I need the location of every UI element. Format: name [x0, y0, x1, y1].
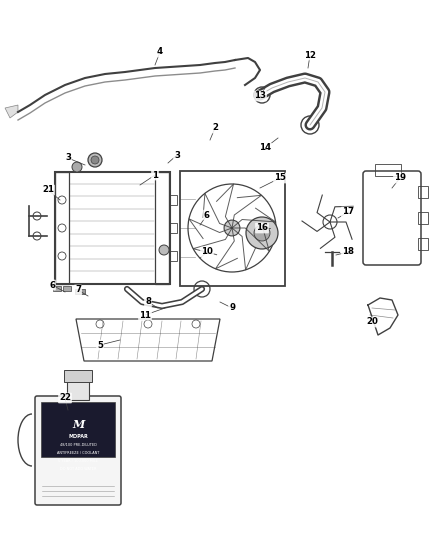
Text: 5: 5: [97, 341, 103, 350]
Bar: [169, 223, 177, 233]
Bar: [169, 195, 177, 205]
Text: 6: 6: [204, 211, 210, 220]
Text: 15: 15: [274, 174, 286, 182]
Bar: [169, 251, 177, 261]
Bar: [64, 370, 92, 382]
Text: 22: 22: [59, 393, 71, 402]
Circle shape: [246, 217, 278, 249]
Text: 3: 3: [174, 150, 180, 159]
Text: 7: 7: [75, 286, 81, 295]
Text: 1: 1: [152, 171, 158, 180]
Text: 9: 9: [229, 303, 235, 312]
Text: 4: 4: [157, 47, 163, 56]
Circle shape: [91, 156, 99, 164]
Text: 18: 18: [342, 247, 354, 256]
Text: 21: 21: [42, 185, 54, 195]
Text: 13: 13: [254, 92, 266, 101]
Bar: [375, 164, 401, 176]
FancyBboxPatch shape: [35, 396, 121, 505]
Bar: [418, 185, 428, 198]
Text: ANTIFREEZE / COOLANT: ANTIFREEZE / COOLANT: [57, 451, 99, 455]
Bar: [67, 380, 89, 400]
Text: 16: 16: [256, 223, 268, 232]
Bar: [418, 238, 428, 251]
Text: 6: 6: [49, 280, 55, 289]
Circle shape: [159, 245, 169, 255]
Text: MOPAR: MOPAR: [68, 433, 88, 439]
Bar: [180, 171, 285, 286]
Text: 8: 8: [145, 297, 151, 306]
Bar: [55, 172, 69, 284]
Text: 48/100 PRE-DILUTED: 48/100 PRE-DILUTED: [60, 443, 96, 447]
Bar: [75, 289, 85, 294]
Text: M: M: [72, 418, 84, 430]
Text: 17: 17: [342, 207, 354, 216]
Text: 10: 10: [201, 247, 213, 256]
Circle shape: [72, 162, 82, 172]
Circle shape: [306, 121, 314, 129]
Circle shape: [254, 225, 270, 241]
Bar: [53, 286, 61, 291]
Bar: [63, 286, 71, 291]
Text: 20: 20: [366, 318, 378, 327]
Circle shape: [88, 153, 102, 167]
Text: 5 YEAR / 100,000 MILE: 5 YEAR / 100,000 MILE: [58, 459, 98, 463]
Bar: [55, 172, 170, 284]
Polygon shape: [5, 105, 18, 118]
Text: 3: 3: [65, 154, 71, 163]
Text: 19: 19: [394, 174, 406, 182]
Text: 14: 14: [259, 143, 271, 152]
Text: DO NOT ADD WATER: DO NOT ADD WATER: [60, 467, 96, 471]
Text: 2: 2: [212, 124, 218, 133]
Bar: [155, 172, 169, 284]
Text: 11: 11: [139, 311, 151, 319]
Circle shape: [224, 220, 240, 236]
Text: 12: 12: [304, 51, 316, 60]
Bar: [41, 402, 115, 457]
Bar: [418, 212, 428, 224]
